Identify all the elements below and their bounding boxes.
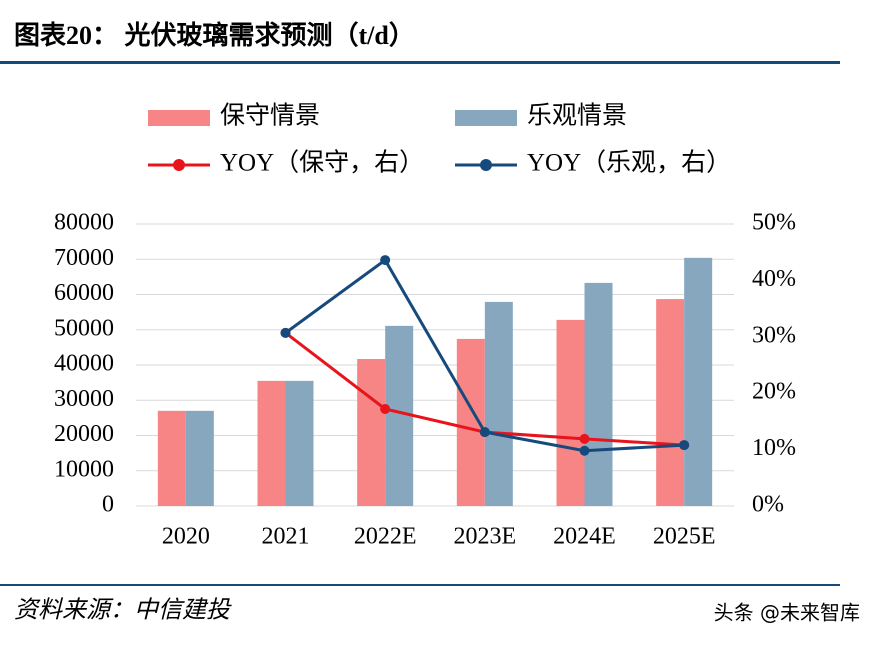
- bar: [656, 299, 685, 506]
- bar: [257, 380, 286, 506]
- line-dot: [380, 255, 391, 266]
- bar: [185, 410, 214, 506]
- legend-label: YOY（保守，右）: [220, 149, 424, 177]
- x-tick-label: 2020: [162, 524, 210, 550]
- legend-dot: [173, 159, 185, 171]
- y2-tick-label: 0%: [752, 492, 784, 518]
- y-tick-label: 0: [102, 492, 114, 518]
- x-tick-label: 2025E: [653, 524, 716, 550]
- x-tick-label: 2023E: [453, 524, 516, 550]
- line-dot: [679, 440, 690, 451]
- legend-dot: [480, 159, 492, 171]
- title-rule: [0, 61, 840, 64]
- y2-tick-label: 50%: [752, 210, 796, 236]
- source: 资料来源：中信建投: [14, 597, 232, 624]
- line-dot: [479, 427, 490, 438]
- x-tick-label: 2021: [262, 524, 310, 550]
- bar: [157, 410, 186, 506]
- bar: [285, 380, 314, 506]
- y2-tick-label: 10%: [752, 435, 796, 461]
- legend-swatch: [455, 110, 517, 126]
- bar: [556, 319, 585, 506]
- line-dot: [579, 433, 590, 444]
- legend-label: 乐观情景: [527, 102, 627, 130]
- y-tick-label: 60000: [54, 280, 114, 306]
- y2-tick-label: 40%: [752, 266, 796, 292]
- legend-label: 保守情景: [220, 102, 320, 130]
- line-dot: [280, 327, 291, 338]
- chart-title: 图表20： 光伏玻璃需求预测（t/d）: [14, 20, 415, 50]
- y-tick-label: 50000: [54, 315, 114, 341]
- y-tick-label: 40000: [54, 351, 114, 377]
- watermark: 头条 @未来智库: [714, 601, 860, 625]
- footer-rule: [0, 584, 840, 586]
- bar: [684, 257, 713, 506]
- line-dot: [579, 445, 590, 456]
- legend-swatch: [148, 110, 210, 126]
- line-dot: [380, 403, 391, 414]
- y-tick-label: 70000: [54, 245, 114, 271]
- x-tick-label: 2022E: [354, 524, 417, 550]
- y-tick-label: 20000: [54, 421, 114, 447]
- legend-label: YOY（乐观，右）: [527, 149, 731, 177]
- y-tick-label: 30000: [54, 386, 114, 412]
- bar: [484, 301, 513, 506]
- y2-tick-label: 30%: [752, 322, 796, 348]
- x-tick-label: 2024E: [553, 524, 616, 550]
- y-tick-label: 80000: [54, 210, 114, 236]
- y-tick-label: 10000: [54, 456, 114, 482]
- bar: [584, 282, 613, 506]
- bar: [357, 359, 386, 506]
- y2-tick-label: 20%: [752, 379, 796, 405]
